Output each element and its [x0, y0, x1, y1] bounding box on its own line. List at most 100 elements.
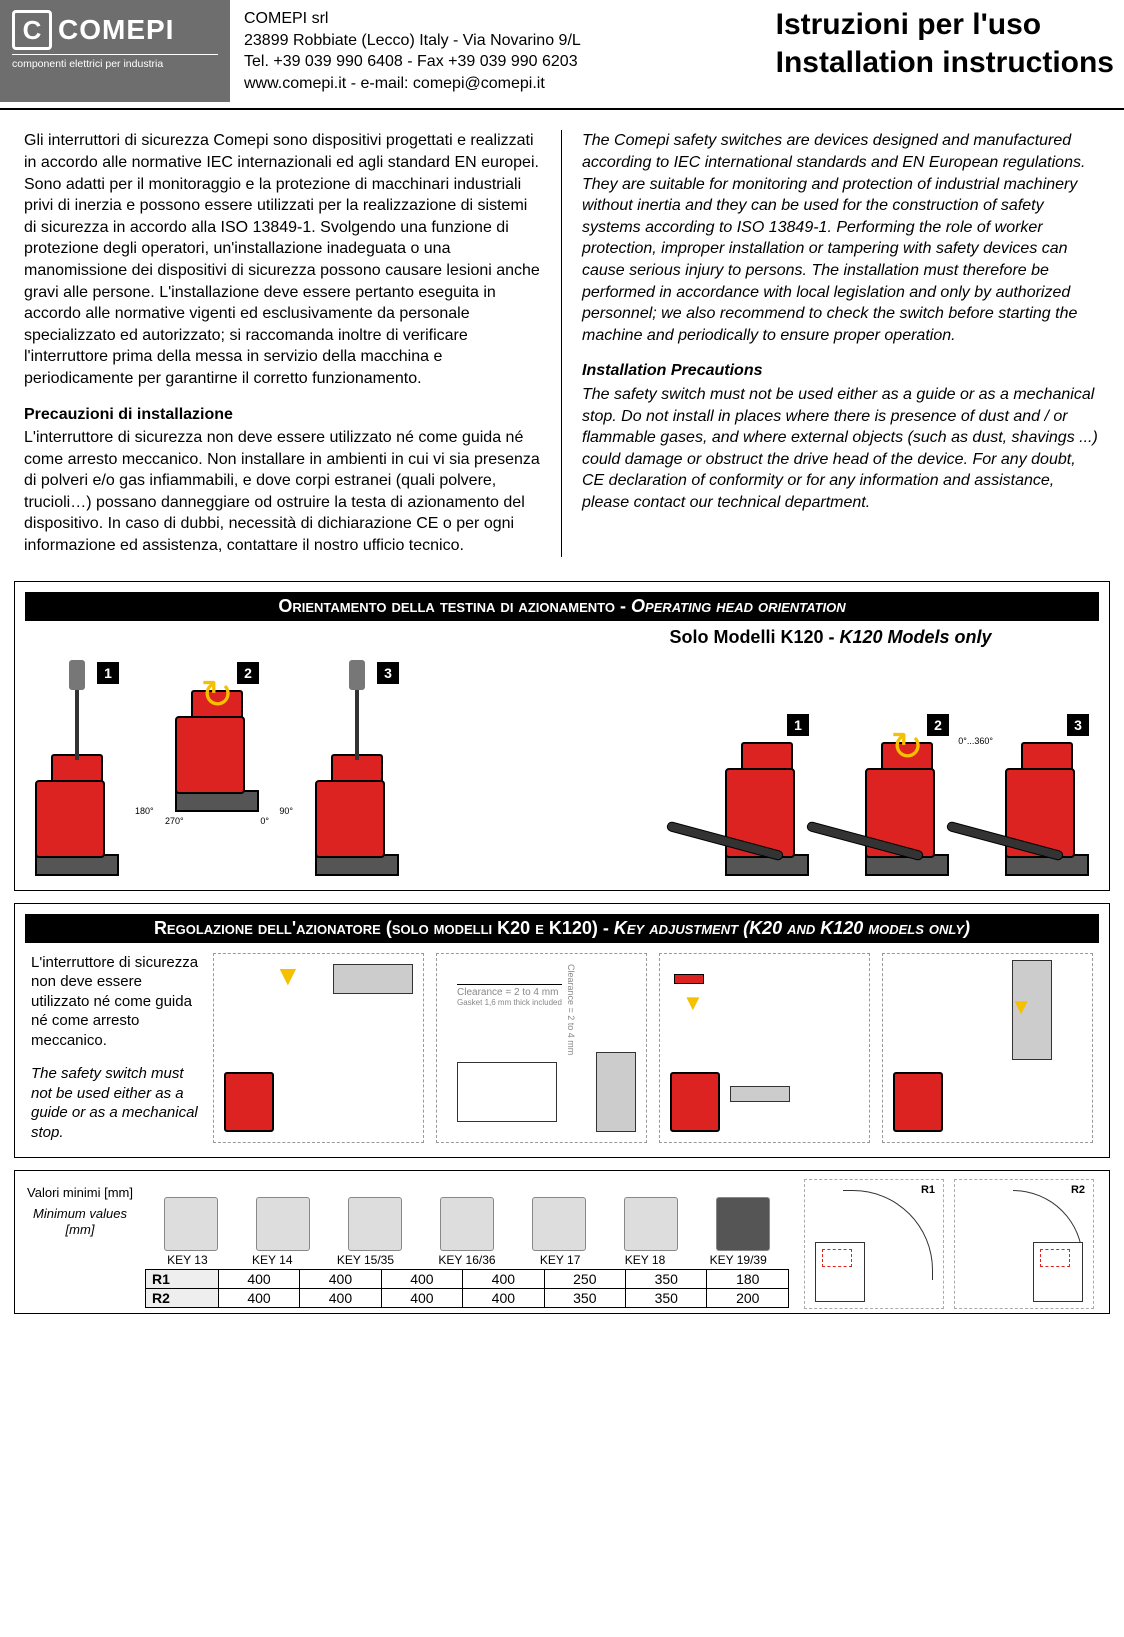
bracket-outline-icon: [457, 1062, 557, 1122]
orientation-k120-step-1: 1: [725, 714, 809, 876]
down-arrow-icon: ▼: [274, 960, 302, 992]
table-cell: 180: [707, 1269, 789, 1288]
precautions-body-it: L'interruttore di sicurezza non deve ess…: [24, 427, 541, 557]
key-thumbnail-icon: [716, 1197, 770, 1251]
adjustment-text-en: The safety switch must not be used eithe…: [31, 1064, 201, 1142]
key-thumbnail-icon: [256, 1197, 310, 1251]
key-thumbnail-icon: [348, 1197, 402, 1251]
min-values-label: Valori minimi [mm] Minimum values [mm]: [25, 1179, 135, 1309]
orientation-step-3: 3: [315, 662, 399, 876]
adjustment-figure-3: ▼: [659, 953, 870, 1143]
adjustment-heading-bar: Regolazione dell'azionatore (solo modell…: [25, 914, 1099, 943]
brand-name: COMEPI: [58, 14, 174, 46]
orientation-heading-bar: Orientamento della testina di azionament…: [25, 592, 1099, 621]
device-icon: [893, 1072, 943, 1132]
device-illustration-icon: [725, 742, 809, 876]
device-illustration-icon: [1005, 742, 1089, 876]
key-adjustment-panel: Regolazione dell'azionatore (solo modell…: [14, 903, 1110, 1158]
radius-diagrams: R1 R2: [799, 1179, 1099, 1309]
intro-italian-body: Gli interruttori di sicurezza Comepi son…: [24, 130, 541, 389]
title-italian: Istruzioni per l'uso: [776, 6, 1114, 44]
table-row: R2 400 400 400 400 350 350 200: [146, 1288, 789, 1307]
orientation-diagrams: 1 2 ↻ 180° 270° 90° 0° 3: [25, 654, 1099, 880]
rotation-arrow-icon: ↻: [200, 672, 234, 718]
orientation-k120-step-2: 2 ↻ 0°...360°: [865, 714, 949, 876]
screwdriver-icon: [75, 690, 79, 760]
clearance-vertical-label: Clearance = 2 to 4 mm: [566, 964, 576, 1055]
document-header: C COMEPI componenti elettrici per indust…: [0, 0, 1124, 110]
rotation-arrow-icon: ↻: [890, 724, 924, 770]
orientation-right-group: 1 2 ↻ 0°...360° 3: [725, 714, 1089, 876]
gasket-label: Gasket 1,6 mm thick included: [457, 998, 562, 1007]
device-outline-icon: [1033, 1242, 1083, 1302]
key-col-label: KEY 14: [252, 1253, 292, 1267]
table-cell: 400: [463, 1269, 544, 1288]
radius-figure-r2: R2: [954, 1179, 1094, 1309]
orientation-subtitle: Solo Modelli K120 - K120 Models only: [25, 627, 1099, 648]
brand-mark-icon: C: [12, 10, 52, 50]
step-badge: 3: [377, 662, 399, 684]
table-cell: 400: [381, 1288, 462, 1307]
table-cell: 400: [381, 1269, 462, 1288]
orientation-heading-en: Operating head orientation: [631, 596, 846, 616]
key-thumbnail-icon: [164, 1197, 218, 1251]
min-values-label-it: Valori minimi [mm]: [27, 1185, 133, 1200]
radius-label-r2: R2: [1071, 1184, 1085, 1196]
key-flat-icon: [730, 1086, 790, 1102]
orientation-step-1: 1: [35, 662, 119, 876]
title-english: Installation instructions: [776, 44, 1114, 82]
precautions-body-en: The safety switch must not be used eithe…: [582, 384, 1100, 514]
device-outline-icon: [815, 1242, 865, 1302]
adjustment-heading-it: Regolazione dell'azionatore (solo modell…: [154, 918, 614, 938]
key-values-panel: Valori minimi [mm] Minimum values [mm] K…: [14, 1170, 1110, 1314]
key-plate-icon: [333, 964, 413, 994]
adjustment-figure-4: ▼: [882, 953, 1093, 1143]
adjustment-figure-2: Clearance = 2 to 4 mm Gasket 1,6 mm thic…: [436, 953, 647, 1143]
device-illustration-icon: ↻ 180° 270° 90° 0°: [175, 690, 259, 812]
clearance-label: Clearance = 2 to 4 mm: [457, 987, 562, 998]
orientation-subtitle-en: K120 Models only: [839, 627, 991, 647]
key-col-label: KEY 18: [625, 1253, 665, 1267]
company-info-block: COMEPI srl 23899 Robbiate (Lecco) Italy …: [230, 0, 595, 102]
brand-tagline: componenti elettrici per industria: [12, 54, 218, 70]
company-web: www.comepi.it - e-mail: comepi@comepi.it: [244, 73, 581, 95]
intro-english-column: The Comepi safety switches are devices d…: [562, 130, 1100, 556]
key-col-label: KEY 19/39: [710, 1253, 767, 1267]
table-cell: 350: [626, 1269, 707, 1288]
min-values-label-en: Minimum values [mm]: [25, 1206, 135, 1237]
device-illustration-icon: ↻ 0°...360°: [865, 742, 949, 876]
adjustment-side-text: L'interruttore di sicurezza non deve ess…: [31, 953, 201, 1143]
key-col-label: KEY 17: [540, 1253, 580, 1267]
step-badge: 1: [787, 714, 809, 736]
key-thumbnails-row: [145, 1179, 789, 1251]
device-icon: [670, 1072, 720, 1132]
key-thumbnail-icon: [532, 1197, 586, 1251]
step-badge: 2: [927, 714, 949, 736]
key-table-block: KEY 13 KEY 14 KEY 15/35 KEY 16/36 KEY 17…: [145, 1179, 789, 1309]
orientation-step-2: 2 ↻ 180° 270° 90° 0°: [175, 662, 259, 876]
row-label: R1: [146, 1269, 219, 1288]
brand-logo-box: C COMEPI componenti elettrici per indust…: [0, 0, 230, 102]
table-cell: 400: [218, 1288, 299, 1307]
device-illustration-icon: [35, 690, 119, 876]
document-title: Istruzioni per l'uso Installation instru…: [766, 0, 1124, 102]
adjustment-text-it: L'interruttore di sicurezza non deve ess…: [31, 954, 198, 1049]
table-cell: 200: [707, 1288, 789, 1307]
step-badge: 1: [97, 662, 119, 684]
key-thumbnail-icon: [624, 1197, 678, 1251]
intro-english-body: The Comepi safety switches are devices d…: [582, 130, 1100, 346]
key-col-label: KEY 16/36: [438, 1253, 495, 1267]
device-illustration-icon: [315, 690, 399, 876]
key-col-label: KEY 15/35: [337, 1253, 394, 1267]
orientation-heading-it: Orientamento della testina di azionament…: [278, 596, 631, 616]
precautions-heading-it: Precauzioni di installazione: [24, 404, 541, 426]
row-label: R2: [146, 1288, 219, 1307]
table-cell: 250: [544, 1269, 625, 1288]
device-icon: [224, 1072, 274, 1132]
table-cell: 350: [544, 1288, 625, 1307]
company-contact: Tel. +39 039 990 6408 - Fax +39 039 990 …: [244, 51, 581, 73]
intro-italian-column: Gli interruttori di sicurezza Comepi son…: [24, 130, 562, 556]
step-badge: 2: [237, 662, 259, 684]
orientation-panel: Orientamento della testina di azionament…: [14, 581, 1110, 891]
orientation-k120-step-3: 3: [1005, 714, 1089, 876]
